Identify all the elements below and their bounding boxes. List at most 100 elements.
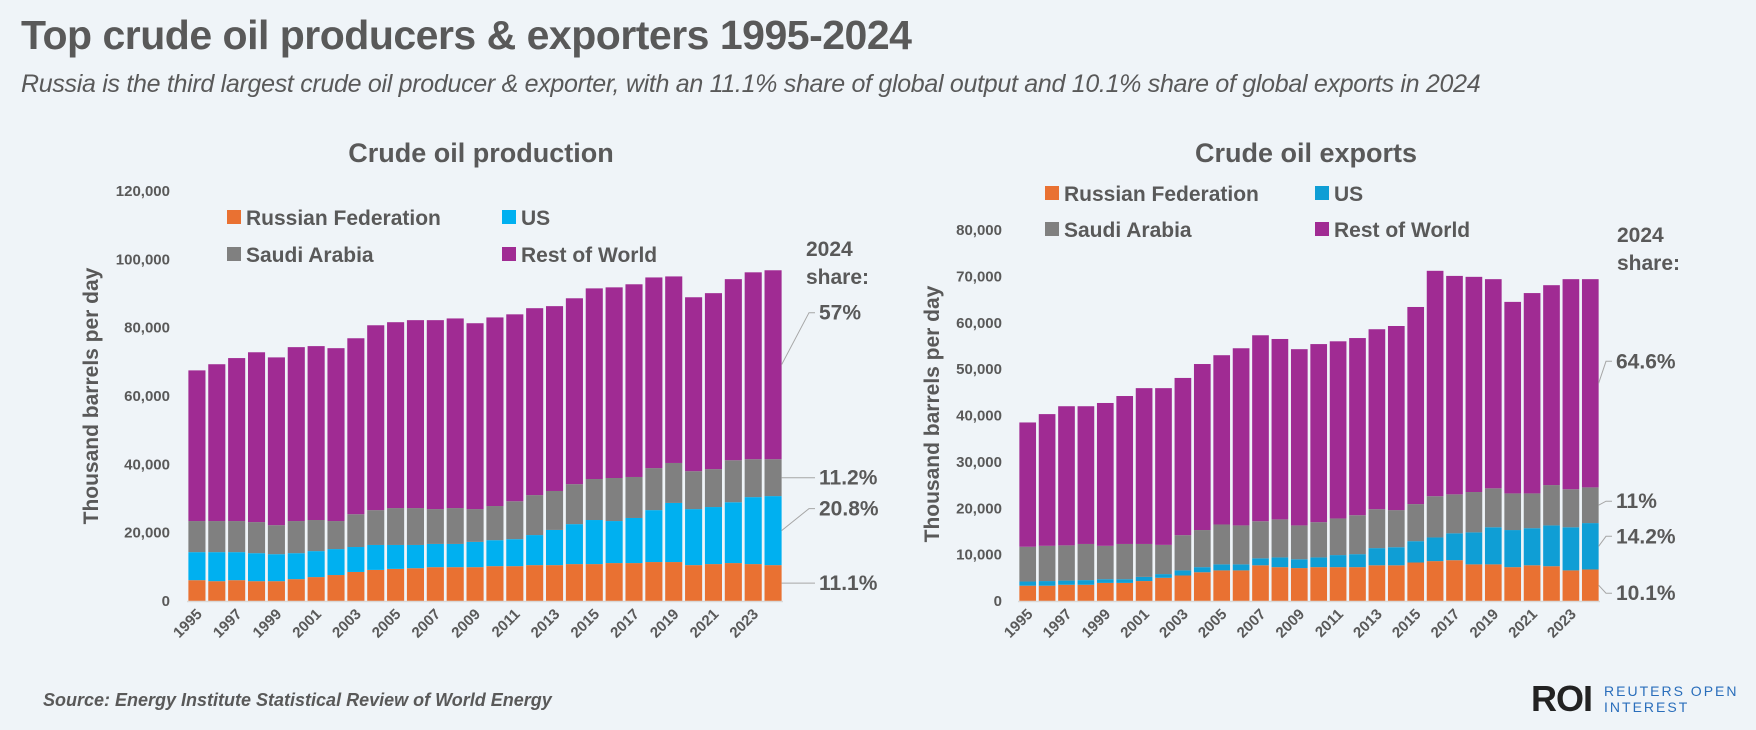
bar-rest-1999 [267,357,285,526]
bar-us-1998 [1077,580,1095,585]
bar-saudi-2007 [1252,521,1269,559]
bar-russia-2003 [347,571,365,601]
y-tick-label: 80,000 [956,222,1002,239]
bar-saudi-2016 [1426,496,1444,538]
exports-y-axis-label: Thousand barrels per day [921,285,944,542]
bar-us-2021 [1523,528,1541,566]
share-leader-line [781,312,815,365]
bar-rest-1996 [1038,414,1056,546]
bar-saudi-2002 [1155,544,1172,575]
bar-russia-2012 [526,565,544,602]
bar-russia-1996 [1038,585,1056,601]
x-tick-label: 2011 [489,606,524,641]
legend-swatch-us [502,210,516,224]
bar-russia-2022 [1543,566,1560,601]
legend-swatch-saudi [227,247,241,261]
bar-russia-2013 [1368,565,1386,601]
bar-russia-2007 [426,567,444,601]
share-label-russia: 11.1% [819,572,878,595]
bar-russia-2015 [1407,562,1425,601]
bar-russia-2014 [565,564,583,601]
share-label-rest: 64.6% [1616,350,1676,373]
bar-saudi-2009 [466,509,484,542]
bar-us-1996 [1038,581,1056,586]
bar-saudi-2007 [426,509,444,544]
bar-us-2016 [1426,537,1444,562]
exports-chart-title: Crude oil exports [1195,138,1417,168]
x-tick-label: 2009 [448,606,484,642]
bar-saudi-2002 [327,521,345,550]
bar-saudi-2020 [685,471,703,510]
x-tick-label: 2017 [607,606,643,642]
y-tick-label: 60,000 [124,388,170,405]
bar-saudi-2004 [367,510,385,545]
bar-saudi-1999 [1096,545,1114,580]
bar-us-2009 [1290,559,1308,569]
bar-saudi-1997 [228,521,246,553]
bar-russia-2006 [406,568,425,601]
bar-us-2024 [764,496,782,566]
bar-rest-2010 [1310,344,1328,523]
y-tick-label: 80,000 [124,320,170,337]
bar-rest-2017 [625,284,643,477]
bar-russia-2001 [307,577,325,601]
bar-us-2023 [744,497,762,565]
bar-russia-2011 [1329,567,1347,601]
production-legend: Russian Federation US Saudi Arabia Rest … [227,207,657,267]
x-tick-label: 2023 [726,606,762,642]
bar-rest-1998 [1077,406,1095,544]
x-tick-label: 1995 [170,606,206,642]
production-y-axis-label: Thousand barrels per day [80,267,103,524]
bar-us-2019 [1484,527,1502,565]
bar-saudi-2021 [704,469,723,508]
bar-us-2004 [367,544,385,570]
bar-us-2011 [506,539,524,567]
bar-saudi-1998 [247,522,266,554]
bar-us-2022 [724,502,742,564]
bar-rest-2012 [526,308,544,496]
bar-us-1998 [247,553,266,582]
x-tick-label: 2015 [1389,606,1425,642]
bar-saudi-1999 [267,525,285,555]
bar-us-2003 [1174,570,1192,576]
bar-rest-2009 [466,323,484,510]
bar-rest-2002 [1155,388,1172,545]
bar-rest-2015 [1407,306,1425,505]
bar-russia-2016 [605,563,623,601]
bar-rest-2013 [545,306,564,491]
y-tick-label: 70,000 [956,268,1002,285]
bar-saudi-1996 [1038,545,1056,582]
x-tick-label: 2011 [1312,606,1347,641]
bar-saudi-2020 [1504,493,1522,531]
bar-rest-2014 [565,298,583,485]
bar-russia-2023 [744,564,762,601]
bar-russia-1997 [1058,584,1075,601]
bar-rest-1998 [247,352,266,523]
bar-russia-2002 [327,575,345,601]
bar-us-1999 [1096,579,1114,583]
bar-saudi-2024 [764,459,782,497]
bar-us-1999 [267,554,285,582]
bar-saudi-2019 [665,462,683,503]
bar-saudi-1998 [1077,543,1095,581]
page-subtitle: Russia is the third largest crude oil pr… [21,70,1481,98]
bar-russia-1999 [267,581,285,601]
x-tick-label: 2003 [1156,606,1192,642]
bar-us-2010 [1310,557,1328,568]
bar-rest-2023 [744,272,762,460]
y-tick-label: 50,000 [956,361,1002,378]
bar-russia-1998 [247,581,266,601]
legend-swatch-russia [1045,186,1059,200]
bar-rest-2011 [1329,341,1347,519]
bar-saudi-2010 [1310,522,1328,558]
bar-saudi-2015 [1407,504,1425,542]
y-tick-label: 60,000 [956,315,1002,332]
bar-us-1995 [188,552,206,581]
bar-us-2007 [1252,558,1269,566]
bar-rest-2003 [1174,377,1192,536]
bar-us-2008 [446,543,464,568]
bar-rest-2007 [1252,335,1269,522]
bar-us-2020 [1504,530,1522,568]
bar-us-1997 [228,552,246,581]
source-note: Source: Energy Institute Statistical Rev… [43,690,552,710]
